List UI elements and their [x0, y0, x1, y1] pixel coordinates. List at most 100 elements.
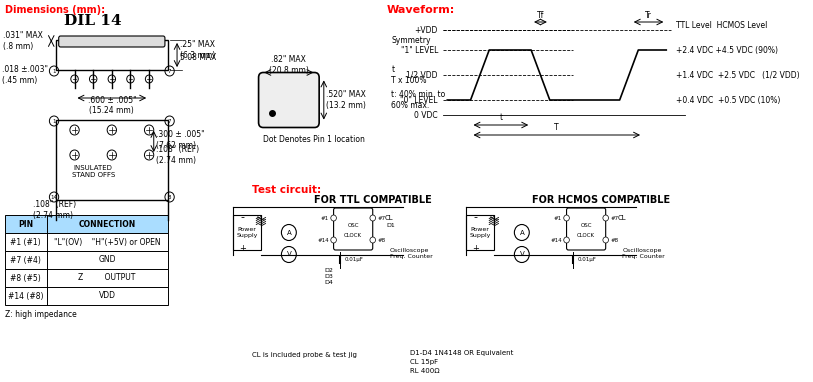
Text: .108" (REF)
(2.74 mm): .108" (REF) (2.74 mm)	[33, 200, 76, 220]
Text: RL: RL	[489, 215, 498, 220]
Polygon shape	[5, 215, 167, 233]
Circle shape	[603, 237, 608, 243]
Circle shape	[331, 215, 337, 221]
Text: 1/2 VDD: 1/2 VDD	[406, 71, 438, 79]
Circle shape	[331, 237, 337, 243]
Text: A: A	[286, 230, 291, 235]
Polygon shape	[5, 269, 167, 287]
Text: CONNECTION: CONNECTION	[79, 220, 136, 228]
Text: -: -	[241, 212, 244, 222]
Text: #1: #1	[321, 215, 329, 220]
Text: INSULATED
STAND OFFS: INSULATED STAND OFFS	[72, 165, 115, 178]
Text: t: t	[499, 113, 502, 122]
Polygon shape	[5, 287, 167, 305]
Text: #7: #7	[377, 215, 385, 220]
Text: +1.4 VDC  +2.5 VDC   (1/2 VDD): +1.4 VDC +2.5 VDC (1/2 VDD)	[676, 71, 799, 79]
Text: Tf: Tf	[537, 11, 544, 20]
Text: 7: 7	[167, 118, 172, 123]
Text: +VDD: +VDD	[415, 26, 438, 34]
Circle shape	[603, 215, 608, 221]
Text: 5.08 MAX: 5.08 MAX	[180, 52, 216, 62]
Circle shape	[281, 225, 296, 241]
Text: D2
D3
D4: D2 D3 D4	[324, 268, 333, 285]
Text: PIN: PIN	[18, 220, 33, 228]
Text: +: +	[239, 244, 246, 253]
Text: .108" (REF)
(2.74 mm): .108" (REF) (2.74 mm)	[155, 145, 198, 165]
Text: D1: D1	[387, 222, 395, 228]
Text: 14: 14	[50, 194, 58, 199]
Text: .82" MAX
(20.8 mm): .82" MAX (20.8 mm)	[269, 55, 309, 74]
Text: +: +	[472, 244, 479, 253]
Text: FOR HCMOS COMPATIBLE: FOR HCMOS COMPATIBLE	[532, 195, 670, 205]
Text: -: -	[473, 212, 477, 222]
Text: "0" LEVEL: "0" LEVEL	[401, 96, 438, 105]
Text: 1: 1	[52, 68, 56, 73]
Text: #14: #14	[550, 238, 562, 243]
Polygon shape	[5, 233, 167, 251]
Circle shape	[370, 215, 376, 221]
Text: #7 (#4): #7 (#4)	[11, 256, 41, 264]
Text: CL: CL	[385, 215, 393, 221]
Text: +2.4 VDC +4.5 VDC (90%): +2.4 VDC +4.5 VDC (90%)	[676, 45, 777, 55]
Text: CLOCK: CLOCK	[344, 233, 362, 238]
Text: GND: GND	[98, 256, 116, 264]
Text: TTL Level  HCMOS Level: TTL Level HCMOS Level	[676, 21, 767, 29]
Text: DIL 14: DIL 14	[64, 14, 122, 28]
Text: 0.01μF: 0.01μF	[345, 257, 363, 262]
Text: Dot Denotes Pin 1 location: Dot Denotes Pin 1 location	[263, 134, 365, 144]
Text: 8: 8	[167, 194, 172, 199]
Text: T: T	[554, 123, 559, 132]
Circle shape	[370, 237, 376, 243]
Text: #8: #8	[377, 238, 385, 243]
Text: #14: #14	[317, 238, 329, 243]
FancyBboxPatch shape	[567, 208, 606, 250]
Text: CLOCK: CLOCK	[577, 233, 595, 238]
FancyBboxPatch shape	[333, 208, 372, 250]
Text: .300 ± .005"
(7.62 mm): .300 ± .005" (7.62 mm)	[155, 130, 204, 150]
Text: Tr: Tr	[646, 11, 652, 20]
Text: #7: #7	[611, 215, 619, 220]
Text: RL: RL	[257, 215, 265, 220]
Text: Power
Supply: Power Supply	[237, 227, 258, 238]
Text: .520" MAX
(13.2 mm): .520" MAX (13.2 mm)	[326, 90, 366, 110]
Text: FOR TTL COMPATIBLE: FOR TTL COMPATIBLE	[314, 195, 432, 205]
Text: OSC: OSC	[347, 222, 359, 228]
Text: #8: #8	[611, 238, 619, 243]
Text: 7: 7	[167, 68, 172, 73]
Text: +0.4 VDC  +0.5 VDC (10%): +0.4 VDC +0.5 VDC (10%)	[676, 96, 780, 105]
Text: #1: #1	[554, 215, 562, 220]
Text: Dimensions (mm):: Dimensions (mm):	[5, 5, 105, 15]
Text: #1 (#1): #1 (#1)	[11, 238, 41, 246]
Text: Test circuit:: Test circuit:	[251, 185, 320, 195]
Text: 0 VDC: 0 VDC	[415, 110, 438, 120]
Text: 0.01μF: 0.01μF	[578, 257, 597, 262]
Text: V: V	[286, 251, 291, 257]
FancyBboxPatch shape	[233, 215, 261, 250]
Circle shape	[563, 237, 569, 243]
Text: Power
Supply: Power Supply	[469, 227, 490, 238]
Text: "1" LEVEL: "1" LEVEL	[401, 45, 438, 55]
Text: .600 ± .005"
(15.24 mm): .600 ± .005" (15.24 mm)	[88, 96, 136, 115]
Text: "L"(OV)    "H"(+5V) or OPEN: "L"(OV) "H"(+5V) or OPEN	[54, 238, 160, 246]
Text: Waveform:: Waveform:	[387, 5, 455, 15]
Text: Oscilloscope
Freq. Counter: Oscilloscope Freq. Counter	[623, 248, 665, 259]
Text: Z         OUTPUT: Z OUTPUT	[79, 274, 136, 283]
FancyBboxPatch shape	[259, 73, 320, 128]
Text: .018 ±.003"
(.45 mm): .018 ±.003" (.45 mm)	[2, 65, 48, 85]
Text: CL 15pF: CL 15pF	[410, 359, 438, 365]
FancyBboxPatch shape	[59, 36, 165, 47]
Text: .25" MAX
(6.3 mm): .25" MAX (6.3 mm)	[180, 40, 215, 60]
Text: 1: 1	[52, 118, 56, 123]
Circle shape	[515, 225, 529, 241]
Text: RL 400Ω: RL 400Ω	[410, 368, 440, 374]
Circle shape	[281, 246, 296, 262]
Text: V: V	[520, 251, 524, 257]
Text: Oscilloscope
Freq. Counter: Oscilloscope Freq. Counter	[389, 248, 433, 259]
Text: t: 40% min. to
60% max.: t: 40% min. to 60% max.	[391, 90, 446, 110]
Text: CL is included probe & test jig: CL is included probe & test jig	[251, 352, 356, 358]
Circle shape	[563, 215, 569, 221]
Text: Symmetry: Symmetry	[391, 36, 431, 44]
Text: OSC: OSC	[580, 222, 592, 228]
Text: #8 (#5): #8 (#5)	[11, 274, 41, 283]
Polygon shape	[5, 251, 167, 269]
